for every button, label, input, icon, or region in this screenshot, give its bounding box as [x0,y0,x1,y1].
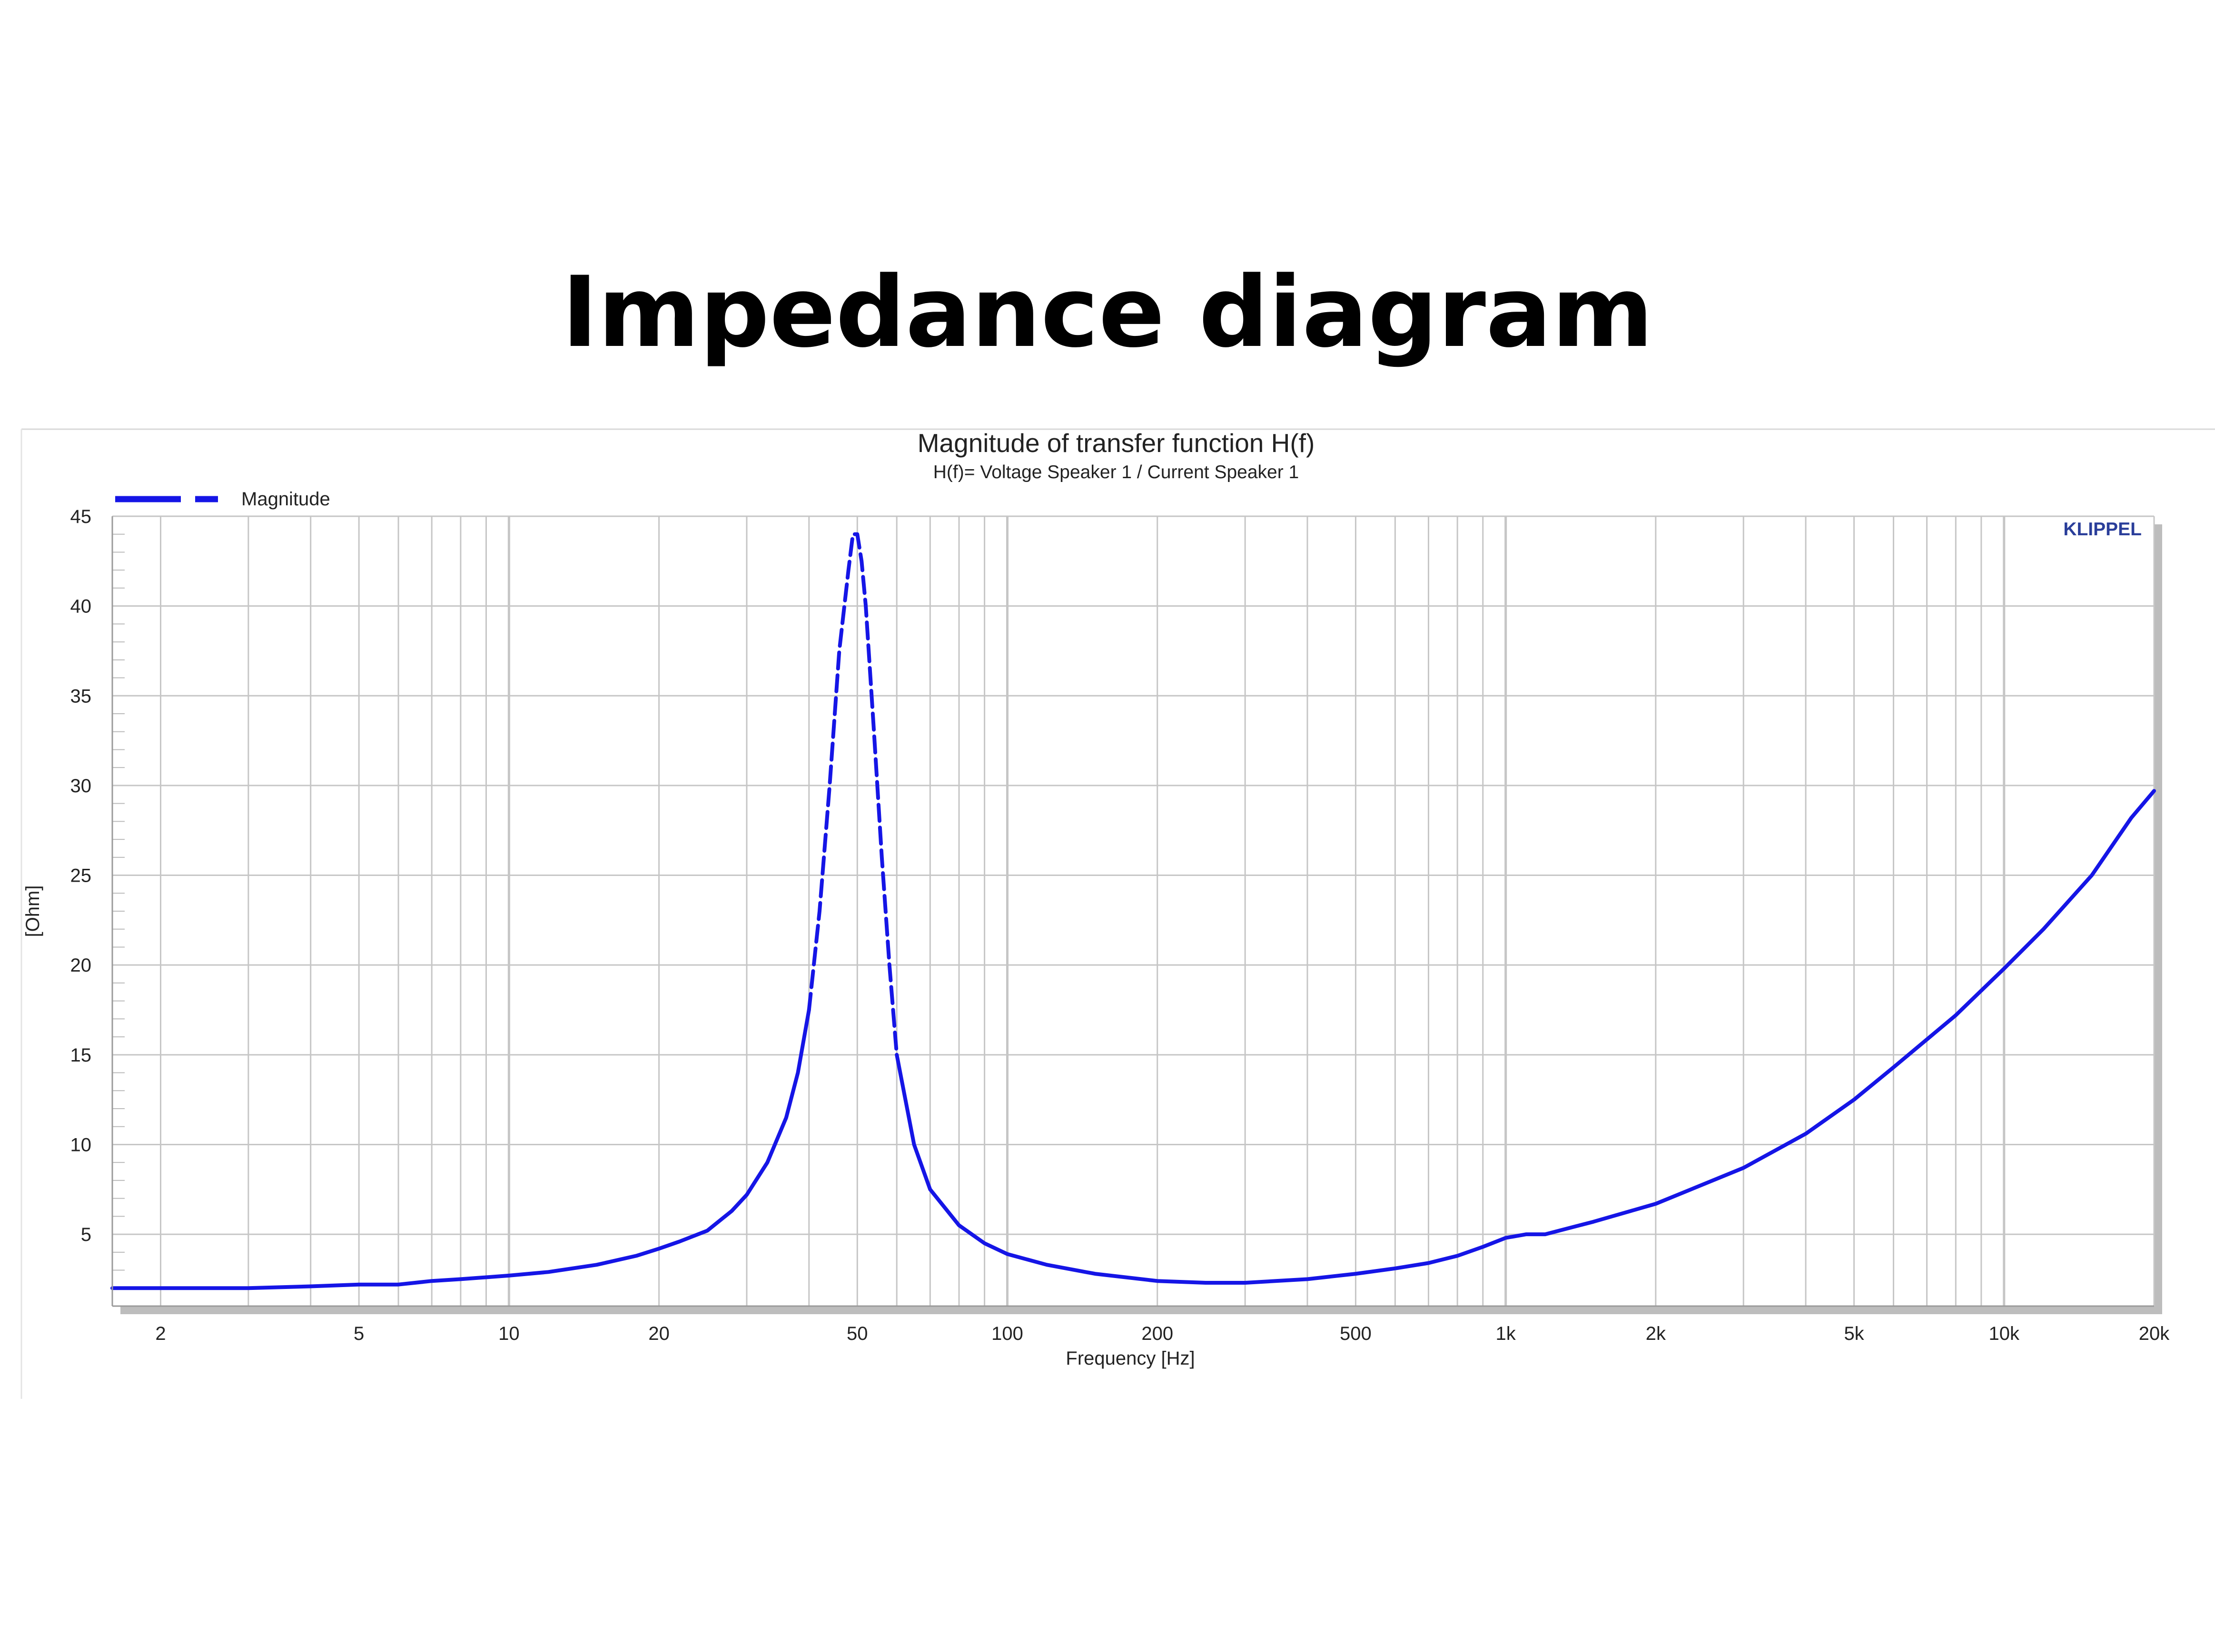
y-tick-label: 25 [70,865,92,886]
series-layer [110,532,2156,1290]
y-tick-label: 40 [70,596,92,617]
grid [112,515,2155,1306]
chart-title: Magnitude of transfer function H(f) [918,428,1315,458]
legend-label: Magnitude [241,489,330,510]
page-heading: Impedance diagram [562,256,1653,369]
series-line-high [895,789,2156,1285]
x-tick-label: 50 [847,1323,868,1344]
x-tick-label: 100 [991,1323,1023,1344]
x-tick-label: 2 [155,1323,166,1344]
x-tick-label: 20k [2139,1323,2170,1344]
y-axis-label: [Ohm] [22,885,43,937]
x-axis-label: Frequency [Hz] [1066,1348,1195,1369]
y-tick-label: 15 [70,1045,92,1066]
y-tick-label: 45 [70,506,92,527]
x-tick-label: 5 [354,1323,364,1344]
x-tick-label: 5k [1844,1323,1864,1344]
y-tick-label: 20 [70,955,92,976]
x-tick-label: 10k [1989,1323,2020,1344]
series-line-peak [807,532,899,1057]
y-tick-label: 35 [70,686,92,707]
y-tick-label: 30 [70,776,92,796]
y-tick-label: 10 [70,1134,92,1155]
x-tick-label: 200 [1141,1323,1173,1344]
x-tick-label: 1k [1496,1323,1516,1344]
x-tick-label: 10 [498,1323,520,1344]
series-line-low [110,1008,811,1290]
chart-subtitle: H(f)= Voltage Speaker 1 / Current Speake… [933,462,1299,482]
y-tick-label: 5 [81,1224,91,1245]
plot-area [112,516,2154,1306]
x-tick-label: 2k [1646,1323,1666,1344]
x-tick-label: 20 [648,1323,670,1344]
brand-logo: KLIPPEL [2063,519,2142,540]
x-tick-label: 500 [1340,1323,1372,1344]
